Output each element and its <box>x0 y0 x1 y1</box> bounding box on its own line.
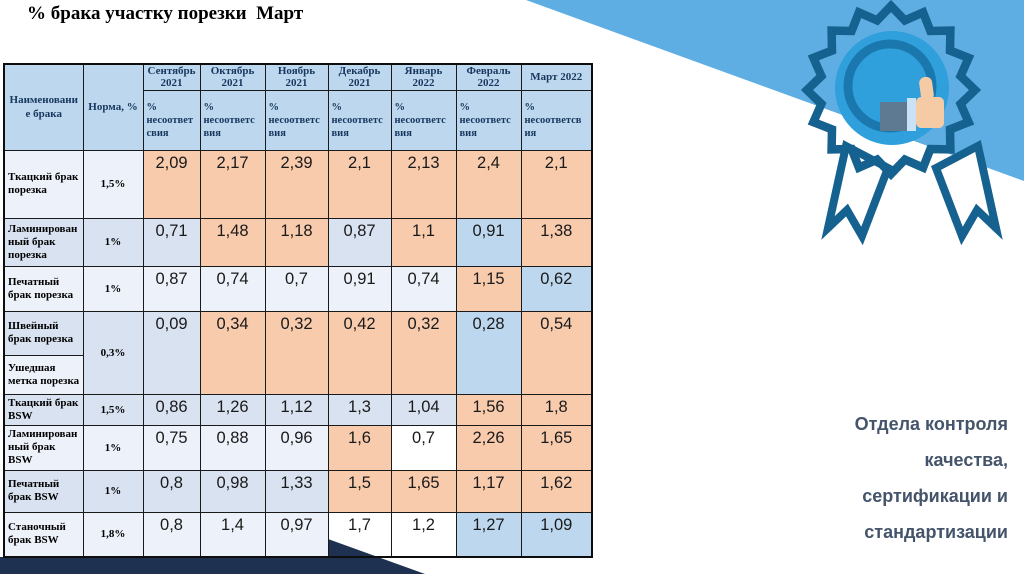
value-cell: 1,18 <box>264 217 329 267</box>
value-cell: 0,74 <box>199 265 266 312</box>
value-cell: 0,32 <box>390 310 457 395</box>
value-cell: 0,96 <box>264 424 329 471</box>
defect-name-cell: Ушедшая метка порезка <box>3 354 84 395</box>
norm-cell: 1,5% <box>82 393 144 426</box>
norm-cell: 1% <box>82 469 144 513</box>
defects-table: Наименовани е брака Норма, % Сентябрь 2021… <box>3 63 593 558</box>
department-caption: Отдела контроля качества, сертификации и… <box>854 414 1008 542</box>
defect-name-header: Наименовани е брака <box>3 63 84 151</box>
page-title: % брака участку порезки Март <box>27 3 304 24</box>
defect-name-cell: Станочный брак BSW <box>3 511 84 558</box>
norm-cell: 1,8% <box>82 511 144 558</box>
value-cell: 1,3 <box>327 393 392 426</box>
value-cell: 0,88 <box>199 424 266 471</box>
value-cell: 0,8 <box>142 469 201 513</box>
value-cell: 1,33 <box>264 469 329 513</box>
defect-name-cell: Ткацкий брак порезка <box>3 149 84 219</box>
month-header: Март 2022 <box>520 63 593 91</box>
defect-name-cell: Печатный брак BSW <box>3 469 84 513</box>
value-cell: 1,26 <box>199 393 266 426</box>
value-cell: 2,4 <box>455 149 522 219</box>
month-header: Октябрь 2021 <box>199 63 266 91</box>
value-cell: 2,17 <box>199 149 266 219</box>
value-cell: 0,75 <box>142 424 201 471</box>
value-cell: 0,74 <box>390 265 457 312</box>
value-cell: 0,86 <box>142 393 201 426</box>
thumbs-up-icon <box>880 76 944 131</box>
pct-nonconformity-header: % несоответ свия <box>142 89 201 151</box>
value-cell: 0,62 <box>520 265 593 312</box>
value-cell: 0,34 <box>199 310 266 395</box>
value-cell: 1,12 <box>264 393 329 426</box>
value-cell: 1,48 <box>199 217 266 267</box>
value-cell: 2,39 <box>264 149 329 219</box>
value-cell: 0,91 <box>327 265 392 312</box>
month-header: Ноябрь 2021 <box>264 63 329 91</box>
defect-name-cell: Ламинирован ный брак BSW <box>3 424 84 471</box>
rosette-zigzag-ring-icon <box>800 0 982 181</box>
value-cell: 1,7 <box>327 511 392 558</box>
value-cell: 0,98 <box>199 469 266 513</box>
pct-nonconformity-header: % несоответс вия <box>455 89 522 151</box>
value-cell: 1,2 <box>390 511 457 558</box>
value-cell: 1,27 <box>455 511 522 558</box>
norm-cell: 1% <box>82 265 144 312</box>
value-cell: 1,1 <box>390 217 457 267</box>
value-cell: 0,97 <box>264 511 329 558</box>
value-cell: 1,38 <box>520 217 593 267</box>
value-cell: 1,15 <box>455 265 522 312</box>
value-cell: 1,6 <box>327 424 392 471</box>
value-cell: 2,1 <box>520 149 593 219</box>
pct-nonconformity-header: % несоответс вия <box>199 89 266 151</box>
defect-name-cell: Ткацкий брак BSW <box>3 393 84 426</box>
value-cell: 1,56 <box>455 393 522 426</box>
norm-header: Норма, % <box>82 63 144 151</box>
value-cell: 0,28 <box>455 310 522 395</box>
month-header: Январь 2022 <box>390 63 457 91</box>
month-header: Февраль 2022 <box>455 63 522 91</box>
value-cell: 0,32 <box>264 310 329 395</box>
value-cell: 0,91 <box>455 217 522 267</box>
quality-award-icon <box>800 0 1003 246</box>
value-cell: 0,09 <box>142 310 201 395</box>
value-cell: 0,54 <box>520 310 593 395</box>
value-cell: 2,1 <box>327 149 392 219</box>
value-cell: 1,8 <box>520 393 593 426</box>
norm-cell: 1% <box>82 424 144 471</box>
norm-cell: 1,5% <box>82 149 144 219</box>
value-cell: 0,7 <box>390 424 457 471</box>
value-cell: 0,8 <box>142 511 201 558</box>
pct-nonconformity-header: % несоответс вия <box>390 89 457 151</box>
pct-nonconformity-header: % несоответсв ия <box>520 89 593 151</box>
defect-name-cell: Печатный брак порезка <box>3 265 84 312</box>
value-cell: 1,4 <box>199 511 266 558</box>
defect-name-cell: Швейный брак порезка <box>3 310 84 356</box>
value-cell: 0,7 <box>264 265 329 312</box>
value-cell: 1,09 <box>520 511 593 558</box>
value-cell: 0,42 <box>327 310 392 395</box>
value-cell: 2,13 <box>390 149 457 219</box>
value-cell: 0,87 <box>142 265 201 312</box>
value-cell: 0,71 <box>142 217 201 267</box>
pct-nonconformity-header: % несоответс вия <box>327 89 392 151</box>
norm-cell: 1% <box>82 217 144 267</box>
norm-cell: 0,3% <box>82 310 144 395</box>
value-cell: 1,65 <box>520 424 593 471</box>
defect-name-cell: Ламинирован ный брак порезка <box>3 217 84 267</box>
award-ribbon-right-tail-icon <box>930 140 1003 246</box>
value-cell: 0,87 <box>327 217 392 267</box>
value-cell: 1,04 <box>390 393 457 426</box>
pct-nonconformity-header: % несоответс вия <box>264 89 329 151</box>
month-header: Декабрь 2021 <box>327 63 392 91</box>
value-cell: 1,17 <box>455 469 522 513</box>
value-cell: 2,26 <box>455 424 522 471</box>
month-header: Сентябрь 2021 <box>142 63 201 91</box>
value-cell: 1,62 <box>520 469 593 513</box>
value-cell: 2,09 <box>142 149 201 219</box>
value-cell: 1,65 <box>390 469 457 513</box>
value-cell: 1,5 <box>327 469 392 513</box>
